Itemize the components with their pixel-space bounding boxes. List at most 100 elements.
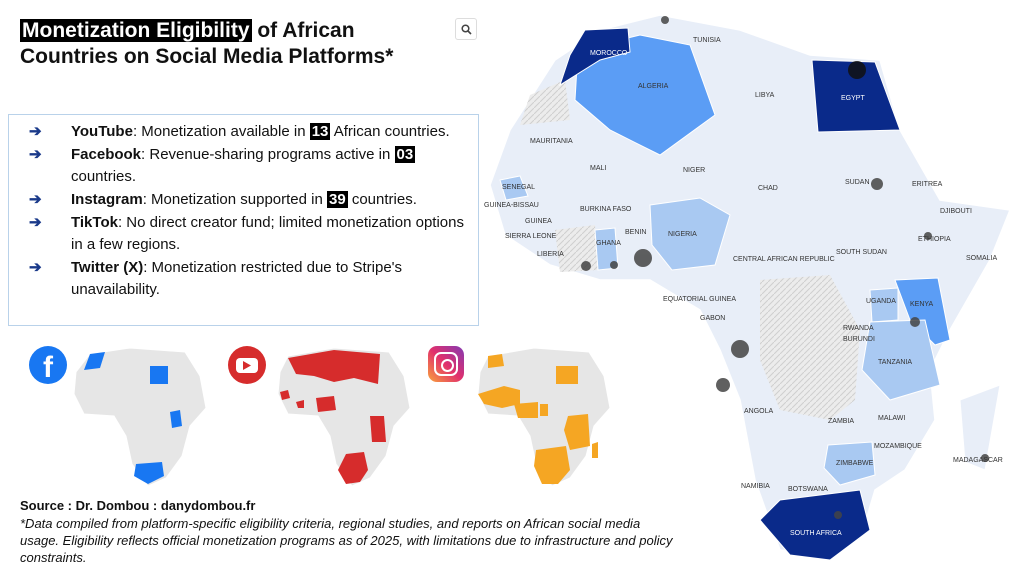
arrow-icon: ➔ [29, 146, 42, 163]
madagascar-region [959, 384, 1001, 471]
label-mozambique: MOZAMBIQUE [874, 443, 922, 450]
label-botswana: BOTSWANA [788, 486, 828, 493]
label-guinea: GUINEA [525, 218, 552, 225]
label-ethiopia: ETHIOPIA [918, 236, 951, 243]
label-tunisia: TUNISIA [693, 37, 721, 44]
data-dot [981, 454, 989, 462]
data-dot [871, 178, 883, 190]
label-zimbabwe: ZIMBABWE [836, 460, 874, 467]
north-africa-region [288, 350, 380, 384]
label-liberia: LIBERIA [537, 251, 564, 258]
egypt-region [811, 59, 901, 133]
label-mali: MALI [590, 165, 606, 172]
label-libya: LIBYA [755, 92, 775, 99]
label-ghana: GHANA [596, 240, 621, 247]
data-dot [848, 61, 866, 79]
continent-base [489, 14, 1012, 556]
south-africa-region [759, 489, 871, 561]
youtube-mini-map [277, 347, 411, 487]
label-uganda: UGANDA [866, 298, 896, 305]
label-madagascar: MADAGASCAR [953, 457, 1003, 464]
uganda-region [869, 287, 899, 323]
nigeria-region [649, 197, 731, 271]
count-badge: 03 [394, 146, 416, 163]
east-africa-region [370, 416, 386, 442]
label-zambia: ZAMBIA [828, 418, 854, 425]
count-badge: 39 [326, 191, 348, 208]
arrow-icon: ➔ [29, 214, 42, 231]
south-africa-region [338, 452, 368, 484]
cote-divoire-region [555, 225, 598, 272]
morocco-region [84, 352, 105, 370]
label-chad: CHAD [758, 185, 778, 192]
algeria-region [574, 34, 716, 156]
facebook-mini-map [73, 347, 207, 487]
label-malawi: MALAWI [878, 415, 905, 422]
label-benin: BENIN [625, 229, 646, 236]
egypt-region [150, 366, 168, 384]
label-namibia: NAMIBIA [741, 483, 770, 490]
search-icon [460, 23, 472, 35]
data-dot [610, 261, 618, 269]
label-rwanda: RWANDA [843, 325, 874, 332]
count-badge: 13 [309, 123, 331, 140]
title-highlight: Monetization Eligibility [20, 19, 252, 42]
data-dot [924, 232, 932, 240]
list-item-twitter: ➔ Twitter (X): Monetization restricted d… [29, 257, 468, 301]
data-dot [834, 511, 842, 519]
nigeria-region [316, 396, 336, 412]
data-dot [581, 261, 591, 271]
label-sudan: SUDAN [845, 179, 870, 186]
ghana-region [296, 400, 304, 408]
label-niger: NIGER [683, 167, 705, 174]
dr-congo-region [760, 275, 860, 420]
list-item-instagram: ➔ Instagram: Monetization supported in 3… [29, 189, 468, 211]
arrow-icon: ➔ [29, 123, 42, 140]
label-south-africa: SOUTH AFRICA [790, 530, 842, 537]
label-angola: ANGOLA [744, 408, 774, 415]
data-dot [634, 249, 652, 267]
zimbabwe-region [823, 441, 876, 486]
item-text: TikTok: No direct creator fund; limited … [71, 212, 468, 256]
item-desc-end: countries. [71, 168, 137, 185]
label-south-sudan: SOUTH SUDAN [836, 249, 887, 256]
arrow-icon: ➔ [29, 259, 42, 276]
item-desc: : Monetization supported in [142, 191, 327, 208]
label-djibouti: DJIBOUTI [940, 208, 972, 215]
data-dot [910, 317, 920, 327]
platform-name: TikTok [71, 214, 118, 231]
label-morocco: MOROCCO [590, 50, 628, 57]
item-desc: : No direct creator fund; limited moneti… [71, 214, 464, 253]
title-rest: of African Countries on Social Media Pla… [20, 19, 394, 68]
south-africa-region [134, 462, 164, 484]
item-text: Twitter (X): Monetization restricted due… [71, 257, 468, 301]
instagram-mini-map [477, 347, 611, 487]
item-desc-end: countries. [347, 191, 417, 208]
label-gabon: GABON [700, 315, 725, 322]
kenya-region [170, 410, 182, 428]
label-burundi: BURUNDI [843, 336, 875, 343]
list-item-facebook: ➔ Facebook: Revenue-sharing programs act… [29, 144, 468, 188]
senegal-region [499, 175, 529, 201]
label-eritrea: ERITREA [912, 181, 943, 188]
label-kenya: KENYA [910, 301, 934, 308]
item-text: YouTube: Monetization available in 13 Af… [71, 121, 468, 143]
item-desc: : Monetization restricted due to Stripe'… [71, 259, 403, 298]
label-nigeria: NIGERIA [668, 231, 697, 238]
label-burkina-faso: BURKINA FASO [580, 206, 632, 213]
item-desc-end: African countries. [330, 123, 450, 140]
ghana-region [594, 227, 619, 271]
label-egypt: EGYPT [841, 95, 865, 102]
footnote: *Data compiled from platform-specific el… [20, 516, 673, 565]
platform-name: Facebook [71, 146, 142, 163]
kenya-region [894, 277, 951, 346]
platform-name: Instagram [71, 191, 143, 208]
facebook-icon: f [29, 346, 67, 384]
platform-name: YouTube [71, 123, 133, 140]
country-labels: TUNISIA MOROCCO ALGERIA LIBYA EGYPT MAUR… [484, 37, 1003, 537]
data-dot [661, 16, 669, 24]
platform-summary-box: ➔ YouTube: Monetization available in 13 … [8, 114, 479, 326]
label-car: CENTRAL AFRICAN REPUBLIC [733, 256, 835, 263]
platform-name: Twitter (X) [71, 259, 144, 276]
search-button[interactable] [455, 18, 477, 40]
